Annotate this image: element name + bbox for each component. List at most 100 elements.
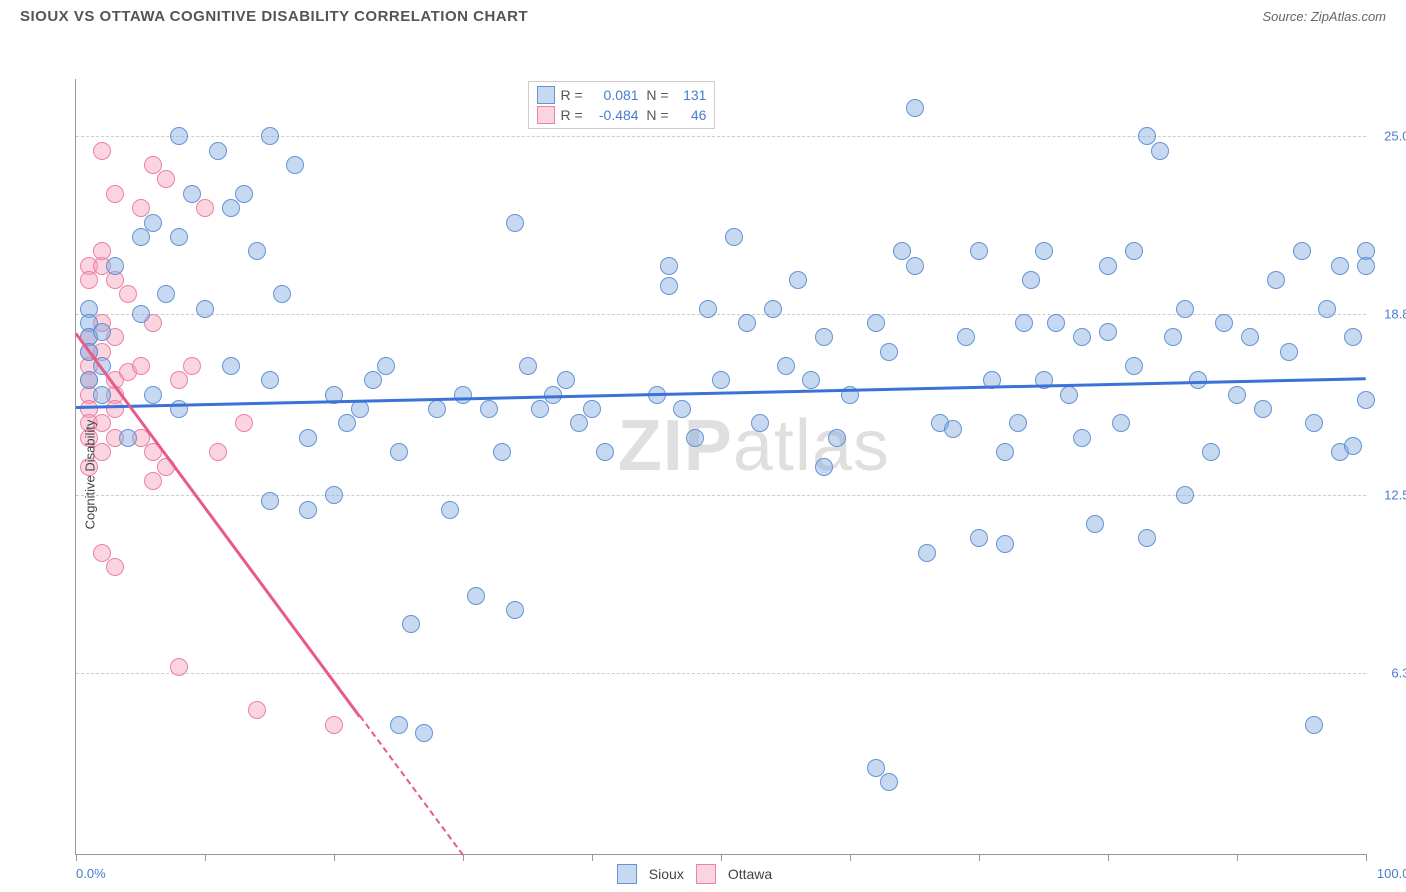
data-point-sioux	[944, 420, 962, 438]
data-point-ottawa	[170, 658, 188, 676]
data-point-sioux	[957, 328, 975, 346]
data-point-ottawa	[106, 558, 124, 576]
data-point-sioux	[402, 615, 420, 633]
data-point-sioux	[1138, 529, 1156, 547]
data-point-sioux	[1202, 443, 1220, 461]
data-point-ottawa	[235, 414, 253, 432]
data-point-sioux	[738, 314, 756, 332]
data-point-sioux	[699, 300, 717, 318]
gridline	[76, 673, 1366, 674]
x-tick	[979, 854, 980, 861]
data-point-sioux	[970, 242, 988, 260]
data-point-sioux	[867, 759, 885, 777]
data-point-sioux	[1099, 257, 1117, 275]
data-point-sioux	[1015, 314, 1033, 332]
data-point-ottawa	[119, 285, 137, 303]
data-point-ottawa	[132, 357, 150, 375]
data-point-ottawa	[106, 400, 124, 418]
data-point-sioux	[1022, 271, 1040, 289]
data-point-sioux	[1125, 357, 1143, 375]
data-point-sioux	[428, 400, 446, 418]
data-point-ottawa	[132, 199, 150, 217]
plot-area: 6.3%12.5%18.8%25.0%0.0%100.0%ZIPatlasR =…	[75, 79, 1366, 855]
data-point-sioux	[364, 371, 382, 389]
data-point-sioux	[1176, 486, 1194, 504]
data-point-sioux	[1073, 429, 1091, 447]
legend-swatch	[617, 864, 637, 884]
data-point-sioux	[1357, 391, 1375, 409]
data-point-sioux	[1176, 300, 1194, 318]
data-point-ottawa	[106, 185, 124, 203]
legend-stats: R = 0.081 N = 131 R = -0.484 N = 46	[528, 81, 716, 129]
data-point-sioux	[261, 492, 279, 510]
data-point-sioux	[712, 371, 730, 389]
chart-area: 6.3%12.5%18.8%25.0%0.0%100.0%ZIPatlasR =…	[20, 29, 1406, 892]
data-point-ottawa	[183, 357, 201, 375]
data-point-ottawa	[196, 199, 214, 217]
data-point-ottawa	[93, 142, 111, 160]
trend-line	[75, 332, 361, 717]
data-point-sioux	[1112, 414, 1130, 432]
legend-row: R = 0.081 N = 131	[537, 85, 707, 105]
data-point-sioux	[390, 443, 408, 461]
data-point-sioux	[1151, 142, 1169, 160]
data-point-sioux	[119, 429, 137, 447]
data-point-sioux	[170, 228, 188, 246]
data-point-sioux	[789, 271, 807, 289]
data-point-sioux	[751, 414, 769, 432]
gridline	[76, 314, 1366, 315]
data-point-ottawa	[157, 170, 175, 188]
data-point-sioux	[493, 443, 511, 461]
data-point-sioux	[1009, 414, 1027, 432]
x-tick	[721, 854, 722, 861]
data-point-sioux	[1280, 343, 1298, 361]
legend-text: R = -0.484 N = 46	[561, 107, 707, 123]
chart-header: SIOUX VS OTTAWA COGNITIVE DISABILITY COR…	[0, 0, 1406, 29]
data-point-sioux	[893, 242, 911, 260]
data-point-sioux	[583, 400, 601, 418]
data-point-sioux	[273, 285, 291, 303]
data-point-sioux	[867, 314, 885, 332]
data-point-sioux	[132, 305, 150, 323]
data-point-sioux	[725, 228, 743, 246]
legend-swatch	[696, 864, 716, 884]
data-point-sioux	[286, 156, 304, 174]
data-point-sioux	[157, 285, 175, 303]
data-point-sioux	[906, 257, 924, 275]
data-point-sioux	[1331, 257, 1349, 275]
data-point-sioux	[1060, 386, 1078, 404]
legend-swatch	[537, 86, 555, 104]
data-point-sioux	[1305, 414, 1323, 432]
data-point-sioux	[261, 127, 279, 145]
data-point-sioux	[106, 257, 124, 275]
x-tick-label: 100.0%	[1377, 866, 1406, 881]
x-tick	[1237, 854, 1238, 861]
data-point-sioux	[132, 228, 150, 246]
data-point-sioux	[815, 328, 833, 346]
data-point-sioux	[777, 357, 795, 375]
data-point-sioux	[1305, 716, 1323, 734]
data-point-sioux	[815, 458, 833, 476]
data-point-ottawa	[170, 371, 188, 389]
data-point-sioux	[906, 99, 924, 117]
data-point-sioux	[1164, 328, 1182, 346]
x-tick	[205, 854, 206, 861]
data-point-sioux	[1228, 386, 1246, 404]
data-point-sioux	[454, 386, 472, 404]
data-point-sioux	[144, 214, 162, 232]
data-point-sioux	[764, 300, 782, 318]
data-point-sioux	[880, 343, 898, 361]
data-point-sioux	[248, 242, 266, 260]
data-point-sioux	[506, 601, 524, 619]
data-point-sioux	[1254, 400, 1272, 418]
data-point-sioux	[970, 529, 988, 547]
y-tick-label: 6.3%	[1391, 666, 1406, 681]
trend-line	[359, 715, 464, 855]
data-point-sioux	[1086, 515, 1104, 533]
data-point-sioux	[686, 429, 704, 447]
data-point-sioux	[80, 371, 98, 389]
data-point-sioux	[170, 127, 188, 145]
data-point-sioux	[570, 414, 588, 432]
data-point-sioux	[519, 357, 537, 375]
data-point-sioux	[506, 214, 524, 232]
